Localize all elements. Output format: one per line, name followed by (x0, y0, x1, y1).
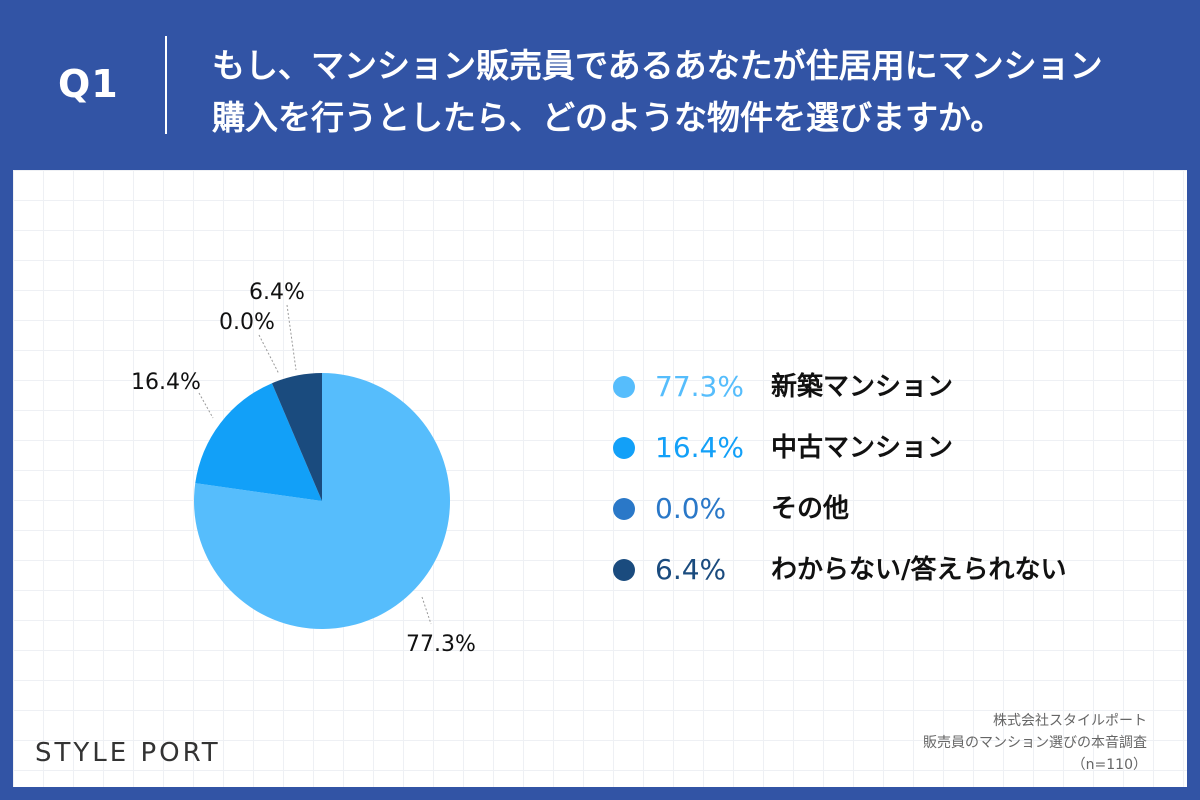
legend-dot (613, 498, 635, 520)
pie-chart (193, 304, 450, 629)
legend-value: 0.0% (655, 492, 727, 525)
source-line: 販売員のマンション選びの本音調査 (923, 735, 1147, 751)
legend-label: その他 (771, 494, 850, 524)
legend-value: 77.3% (655, 370, 744, 403)
slice-data-label: 16.4% (131, 370, 201, 395)
legend-label: 新築マンション (771, 372, 954, 402)
style-port-logo: STYLE PORT (35, 738, 221, 768)
leader-line (198, 392, 214, 419)
header-divider (165, 36, 167, 134)
legend-label: わからない/答えられない (771, 555, 1067, 585)
legend-value: 16.4% (655, 431, 744, 464)
leader-line (421, 596, 432, 625)
slice-data-label: 0.0% (219, 310, 275, 335)
leader-line (258, 334, 280, 375)
slice-data-label: 77.3% (406, 632, 476, 657)
question-line-1: もし、マンション販売員であるあなたが住居用にマンション (212, 46, 1103, 85)
source-line: （n=110） (1071, 757, 1147, 773)
legend-label: 中古マンション (771, 433, 954, 463)
legend-dot (613, 376, 635, 398)
legend-dot (613, 437, 635, 459)
question-text: もし、マンション販売員であるあなたが住居用にマンション 購入を行うとしたら、どの… (212, 40, 1172, 144)
source-line: 株式会社スタイルポート (993, 713, 1147, 729)
slice-data-label: 6.4% (249, 280, 305, 305)
legend-dot (613, 559, 635, 581)
slice-unknown (271, 373, 322, 501)
legend-value: 6.4% (655, 553, 727, 586)
source-note: 株式会社スタイルポート 販売員のマンション選びの本音調査 （n=110） (923, 710, 1147, 776)
chart-panel: 77.3% 16.4% 0.0% 6.4% 77.3% 新築マンション 16.4% 中… (13, 170, 1187, 787)
question-line-2: 購入を行うとしたら、どのような物件を選びますか。 (212, 98, 1004, 137)
leader-line (286, 304, 297, 371)
question-number: Q1 (58, 62, 119, 106)
slice-used (195, 383, 322, 501)
header-banner: Q1 もし、マンション販売員であるあなたが住居用にマンション 購入を行うとしたら… (0, 0, 1200, 170)
